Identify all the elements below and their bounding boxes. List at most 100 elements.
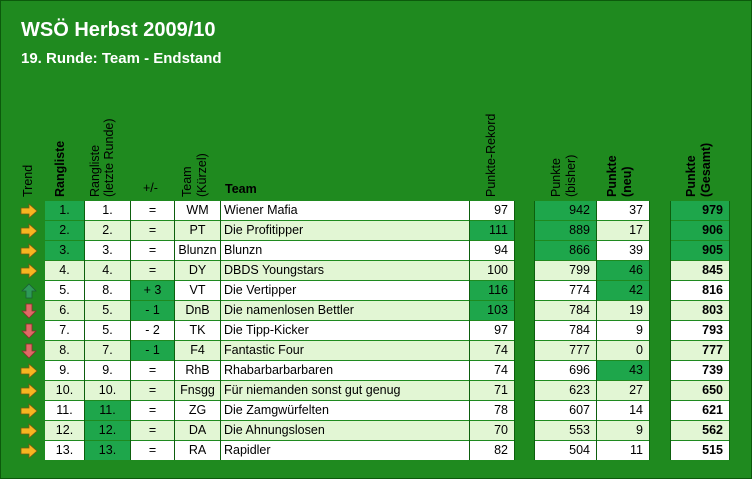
cell-abbr: Blunzn [175, 241, 220, 260]
cell-abbr: PT [175, 221, 220, 240]
cell-total: 845 [671, 261, 729, 280]
column-divider [514, 201, 515, 460]
trend-neutral-icon [19, 221, 39, 241]
cell-change: = [131, 421, 174, 440]
column-divider [174, 201, 175, 460]
cell-rank: 2. [45, 221, 84, 240]
cell-before: 784 [535, 301, 596, 320]
cell-abbr: TK [175, 321, 220, 340]
cell-rank: 5. [45, 281, 84, 300]
cell-total: 816 [671, 281, 729, 300]
cell-last: 13. [85, 441, 130, 460]
cell-team: Für niemanden sonst gut genug [221, 381, 469, 400]
column-divider [220, 201, 221, 460]
cell-new: 42 [597, 281, 649, 300]
cell-change: = [131, 201, 174, 220]
trend-up-icon [19, 281, 39, 301]
cell-total: 906 [671, 221, 729, 240]
header-plusminus: +/- [143, 181, 158, 195]
cell-before: 784 [535, 321, 596, 340]
cell-abbr: ZG [175, 401, 220, 420]
header-punkte-gesamt-line2: (Gesamt) [699, 142, 713, 197]
cell-team: Rapidler [221, 441, 469, 460]
cell-change: = [131, 381, 174, 400]
cell-record: 100 [470, 261, 514, 280]
cell-team: Die Tipp-Kicker [221, 321, 469, 340]
trend-neutral-icon [19, 401, 39, 421]
cell-abbr: DA [175, 421, 220, 440]
cell-record: 97 [470, 201, 514, 220]
column-divider [670, 201, 671, 460]
cell-before: 889 [535, 221, 596, 240]
column-divider [649, 201, 650, 460]
cell-new: 39 [597, 241, 649, 260]
cell-new: 27 [597, 381, 649, 400]
trend-down-icon [19, 321, 39, 341]
cell-before: 866 [535, 241, 596, 260]
cell-abbr: DnB [175, 301, 220, 320]
header-rangliste: Rangliste [53, 140, 67, 197]
cell-record: 70 [470, 421, 514, 440]
cell-team: Blunzn [221, 241, 469, 260]
column-divider [469, 201, 470, 460]
cell-change: - 1 [131, 341, 174, 360]
cell-abbr: Fnsgg [175, 381, 220, 400]
cell-record: 82 [470, 441, 514, 460]
cell-before: 623 [535, 381, 596, 400]
cell-before: 607 [535, 401, 596, 420]
cell-before: 942 [535, 201, 596, 220]
cell-new: 11 [597, 441, 649, 460]
cell-last: 8. [85, 281, 130, 300]
cell-team: Wiener Mafia [221, 201, 469, 220]
cell-last: 11. [85, 401, 130, 420]
cell-rank: 11. [45, 401, 84, 420]
cell-rank: 4. [45, 261, 84, 280]
trend-neutral-icon [19, 201, 39, 221]
cell-last: 10. [85, 381, 130, 400]
cell-team: Die Zamgwürfelten [221, 401, 469, 420]
cell-total: 515 [671, 441, 729, 460]
cell-rank: 9. [45, 361, 84, 380]
header-punkte-neu-line1: Punkte [605, 155, 619, 197]
cell-record: 111 [470, 221, 514, 240]
cell-change: = [131, 401, 174, 420]
cell-total: 562 [671, 421, 729, 440]
cell-before: 504 [535, 441, 596, 460]
cell-last: 9. [85, 361, 130, 380]
trend-neutral-icon [19, 261, 39, 281]
trend-down-icon [19, 301, 39, 321]
cell-rank: 12. [45, 421, 84, 440]
cell-rank: 3. [45, 241, 84, 260]
header-punkte-rekord: Punkte-Rekord [484, 113, 498, 197]
cell-team: Die namenlosen Bettler [221, 301, 469, 320]
cell-new: 19 [597, 301, 649, 320]
cell-record: 116 [470, 281, 514, 300]
cell-new: 14 [597, 401, 649, 420]
cell-rank: 1. [45, 201, 84, 220]
cell-new: 0 [597, 341, 649, 360]
cell-change: - 1 [131, 301, 174, 320]
cell-new: 46 [597, 261, 649, 280]
trend-neutral-icon [19, 441, 39, 461]
cell-change: = [131, 361, 174, 380]
cell-abbr: RA [175, 441, 220, 460]
trend-down-icon [19, 341, 39, 361]
cell-record: 97 [470, 321, 514, 340]
cell-last: 5. [85, 321, 130, 340]
cell-total: 777 [671, 341, 729, 360]
cell-last: 4. [85, 261, 130, 280]
cell-team: Die Ahnungslosen [221, 421, 469, 440]
header-trend: Trend [21, 164, 35, 197]
page-subtitle: 19. Runde: Team - Endstand [21, 50, 222, 67]
header-punkte-bisher-line1: Punkte [549, 158, 563, 197]
header-punkte-bisher-line2: (bisher) [564, 154, 578, 197]
cell-change: = [131, 241, 174, 260]
cell-total: 979 [671, 201, 729, 220]
column-divider [534, 201, 535, 460]
cell-rank: 7. [45, 321, 84, 340]
trend-neutral-icon [19, 421, 39, 441]
cell-last: 2. [85, 221, 130, 240]
cell-abbr: DY [175, 261, 220, 280]
cell-new: 9 [597, 321, 649, 340]
cell-before: 774 [535, 281, 596, 300]
